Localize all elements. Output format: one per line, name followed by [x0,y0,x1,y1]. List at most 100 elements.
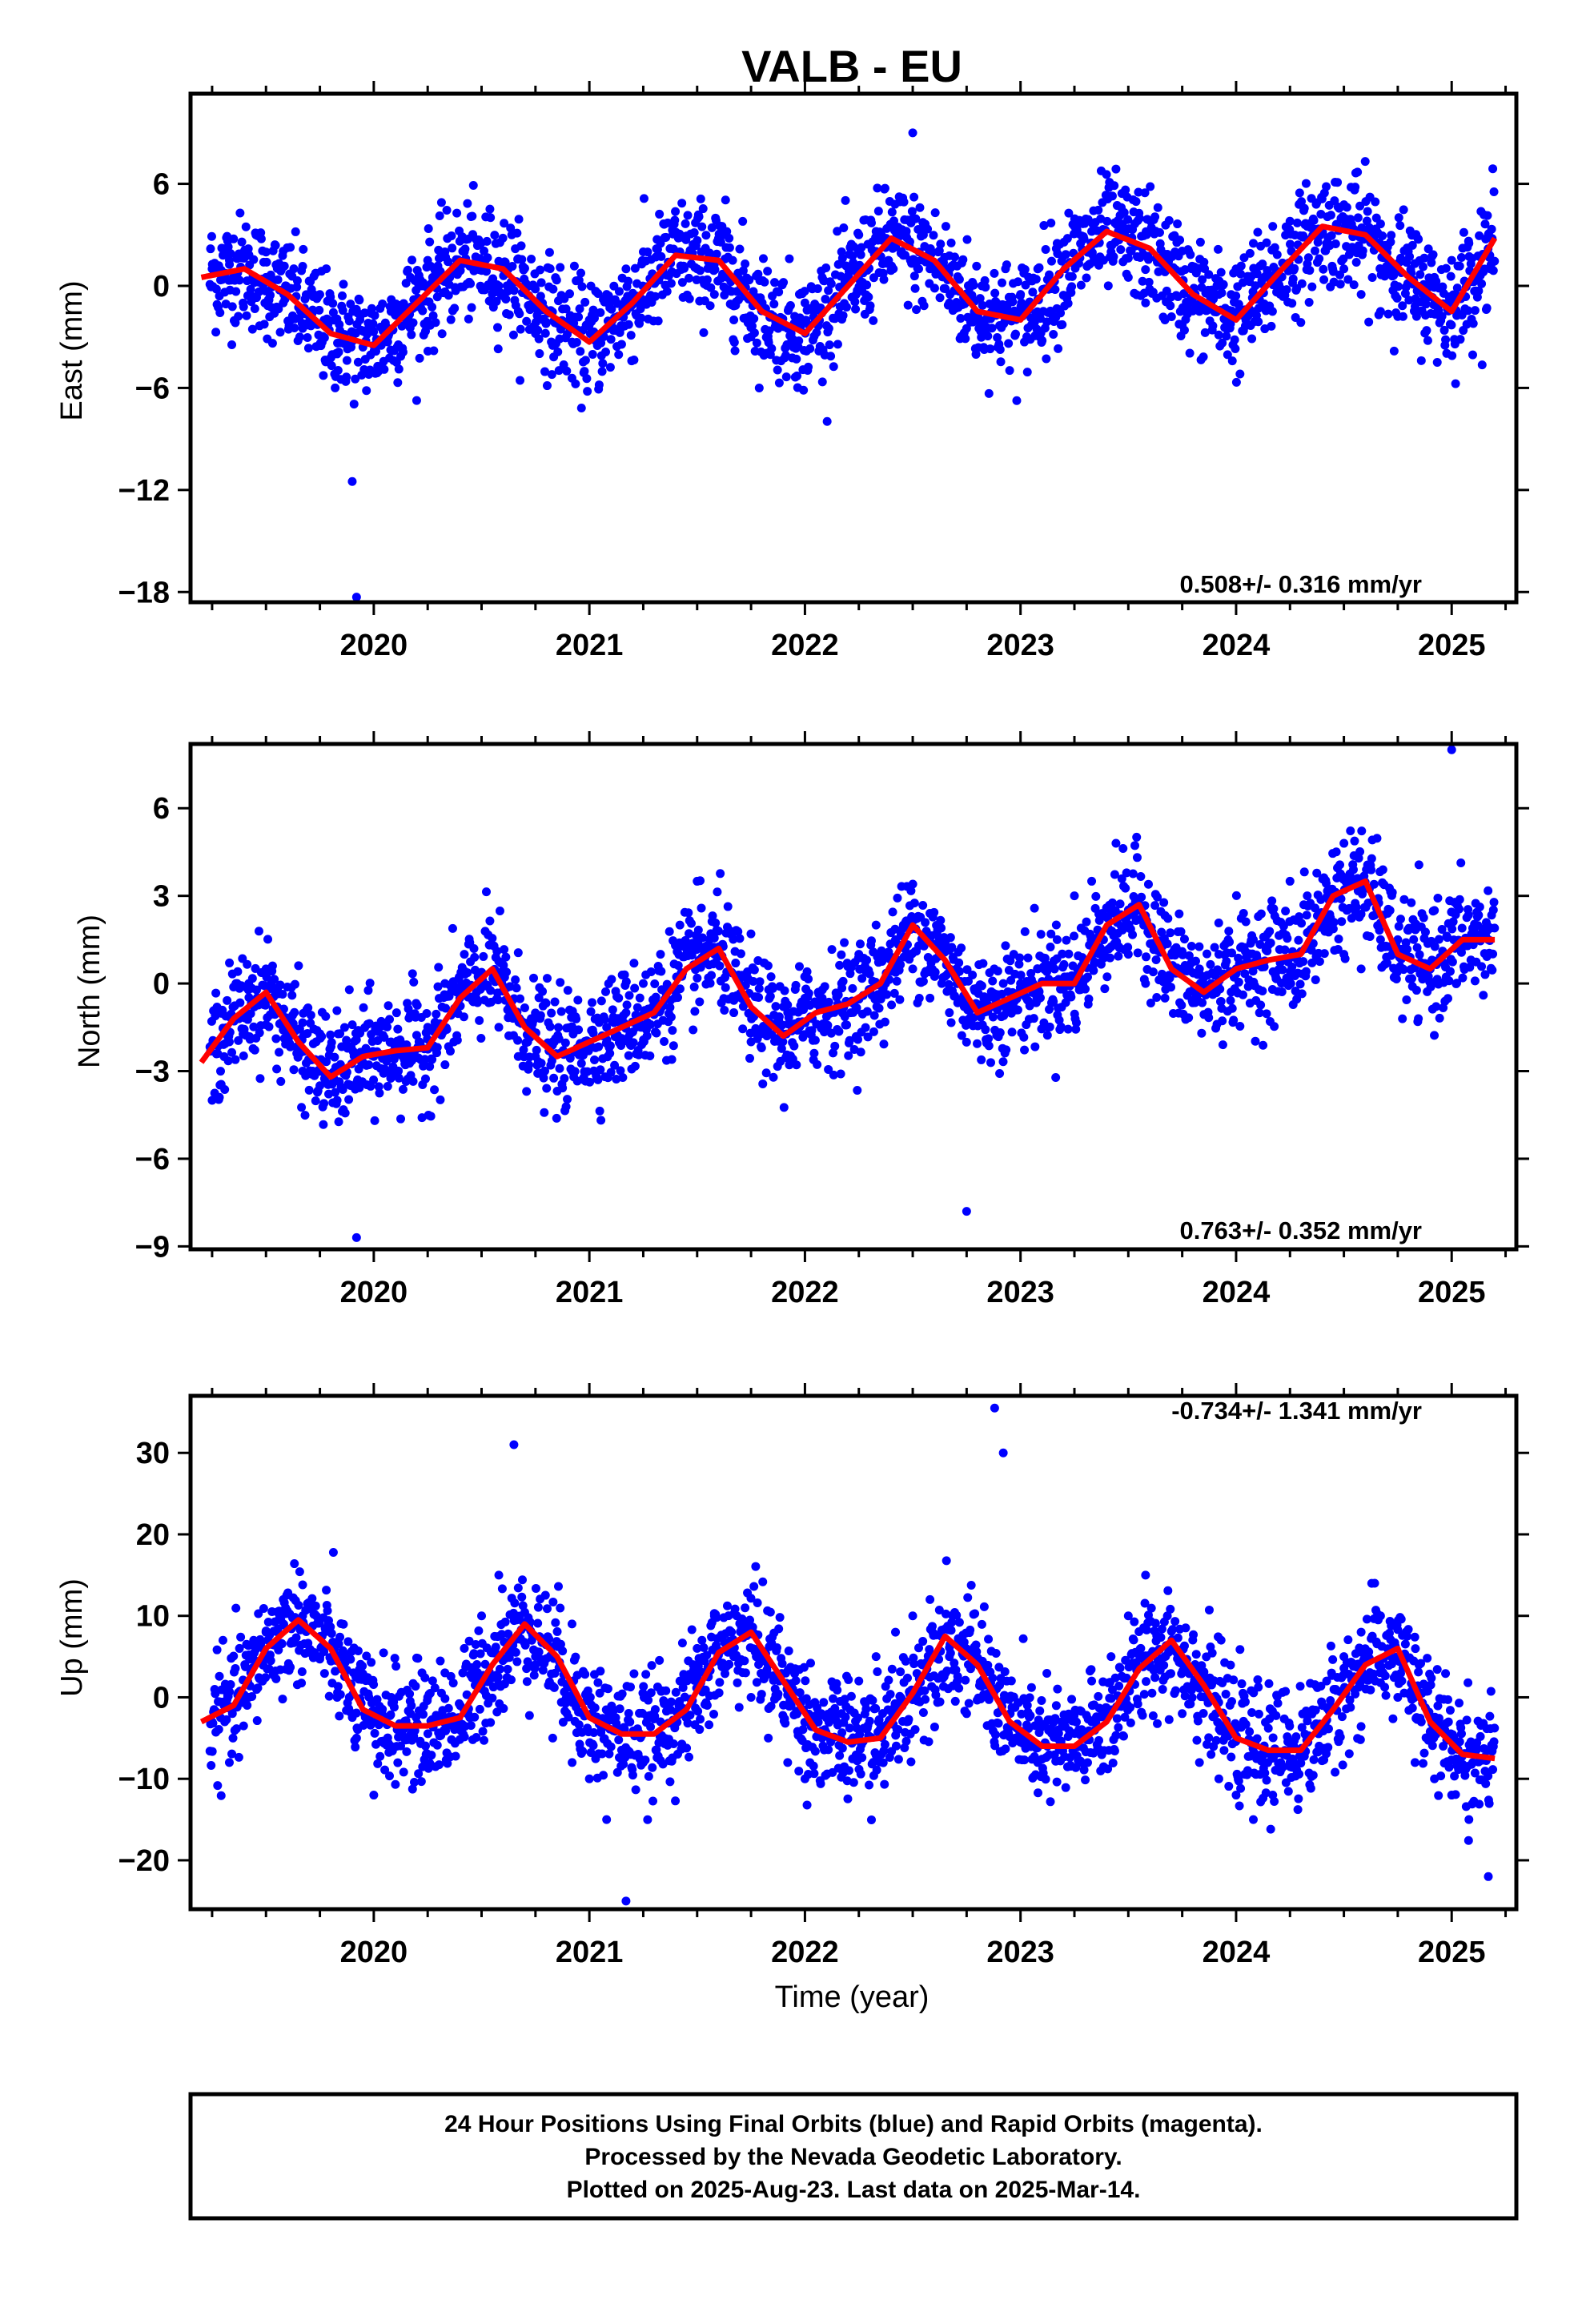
data-point [442,205,452,215]
data-point [1307,282,1317,292]
data-point [747,321,757,331]
data-point [481,267,491,276]
data-point [1247,334,1257,344]
data-point [725,233,734,243]
data-point [1130,841,1140,850]
data-point [351,1743,360,1752]
data-point [1357,826,1367,836]
data-point [681,219,690,228]
data-point [463,199,472,208]
data-point [1059,959,1069,969]
data-point [937,923,946,933]
data-point [433,982,443,991]
data-point [1367,865,1376,875]
data-point [919,301,929,311]
data-point [962,1207,971,1216]
data-point [1248,1815,1258,1824]
data-point [536,278,546,287]
data-point [294,1601,303,1610]
data-point [586,1007,596,1016]
data-point [1477,279,1487,288]
data-point [1398,301,1407,311]
data-point [456,266,465,275]
data-point [1437,924,1447,934]
data-point [1111,838,1121,848]
data-point [840,938,849,947]
data-point [1375,926,1384,935]
data-point [208,1719,218,1728]
data-point [824,997,833,1007]
data-point [805,344,815,353]
data-point [954,275,964,284]
data-point [1248,967,1258,976]
data-point [705,979,715,988]
data-point [364,1060,374,1070]
data-point [891,1627,901,1637]
data-point [618,1072,628,1082]
data-point [749,965,759,975]
data-point [311,1096,320,1106]
data-point [697,903,706,913]
data-point [1064,208,1074,218]
data-point [1303,253,1313,263]
data-point [946,1018,956,1027]
data-point [225,259,235,269]
data-point [335,1690,345,1699]
fit-line-north [199,878,1496,1080]
data-point [1394,922,1403,931]
data-point [1439,325,1449,335]
data-point [1225,937,1235,947]
data-point [344,316,354,326]
data-point [343,1637,353,1647]
data-point [753,269,763,279]
data-point [373,1036,383,1046]
data-point [1389,271,1399,280]
data-point [1216,997,1226,1007]
data-point [1070,891,1079,901]
data-point [362,386,371,396]
data-point [452,208,462,218]
data-point [382,1056,391,1066]
data-point [500,258,510,267]
data-point [303,344,313,353]
data-point [783,1019,793,1029]
data-point [263,935,273,944]
data-point [1210,943,1219,952]
data-point [259,320,269,329]
data-point [869,1011,879,1020]
data-point [731,959,741,968]
data-point [351,1708,361,1718]
data-point [809,1048,819,1058]
data-point [1082,972,1092,982]
data-point [837,253,847,263]
data-point [693,973,702,983]
data-point [1423,244,1433,254]
data-point [227,1709,237,1719]
data-point [794,336,804,346]
data-point [298,1580,307,1590]
data-point [866,218,876,227]
data-point [560,1038,570,1047]
data-point [1174,909,1184,919]
data-point [1386,237,1395,247]
data-point [903,300,913,310]
data-point [606,335,616,344]
data-point [1434,935,1443,944]
data-point [829,1070,838,1080]
data-point [547,370,556,380]
data-point [330,1052,339,1062]
data-point [1419,262,1428,271]
data-point [292,276,302,286]
data-point [661,232,671,242]
data-point [437,329,447,339]
data-point [962,235,972,244]
data-point [1091,891,1101,901]
data-point [1158,312,1168,322]
data-point [880,183,889,193]
data-point [901,227,911,236]
data-point [1140,188,1150,198]
data-point [1016,971,1026,980]
data-point [1146,182,1155,191]
data-point [298,261,307,271]
data-point [1141,298,1150,308]
